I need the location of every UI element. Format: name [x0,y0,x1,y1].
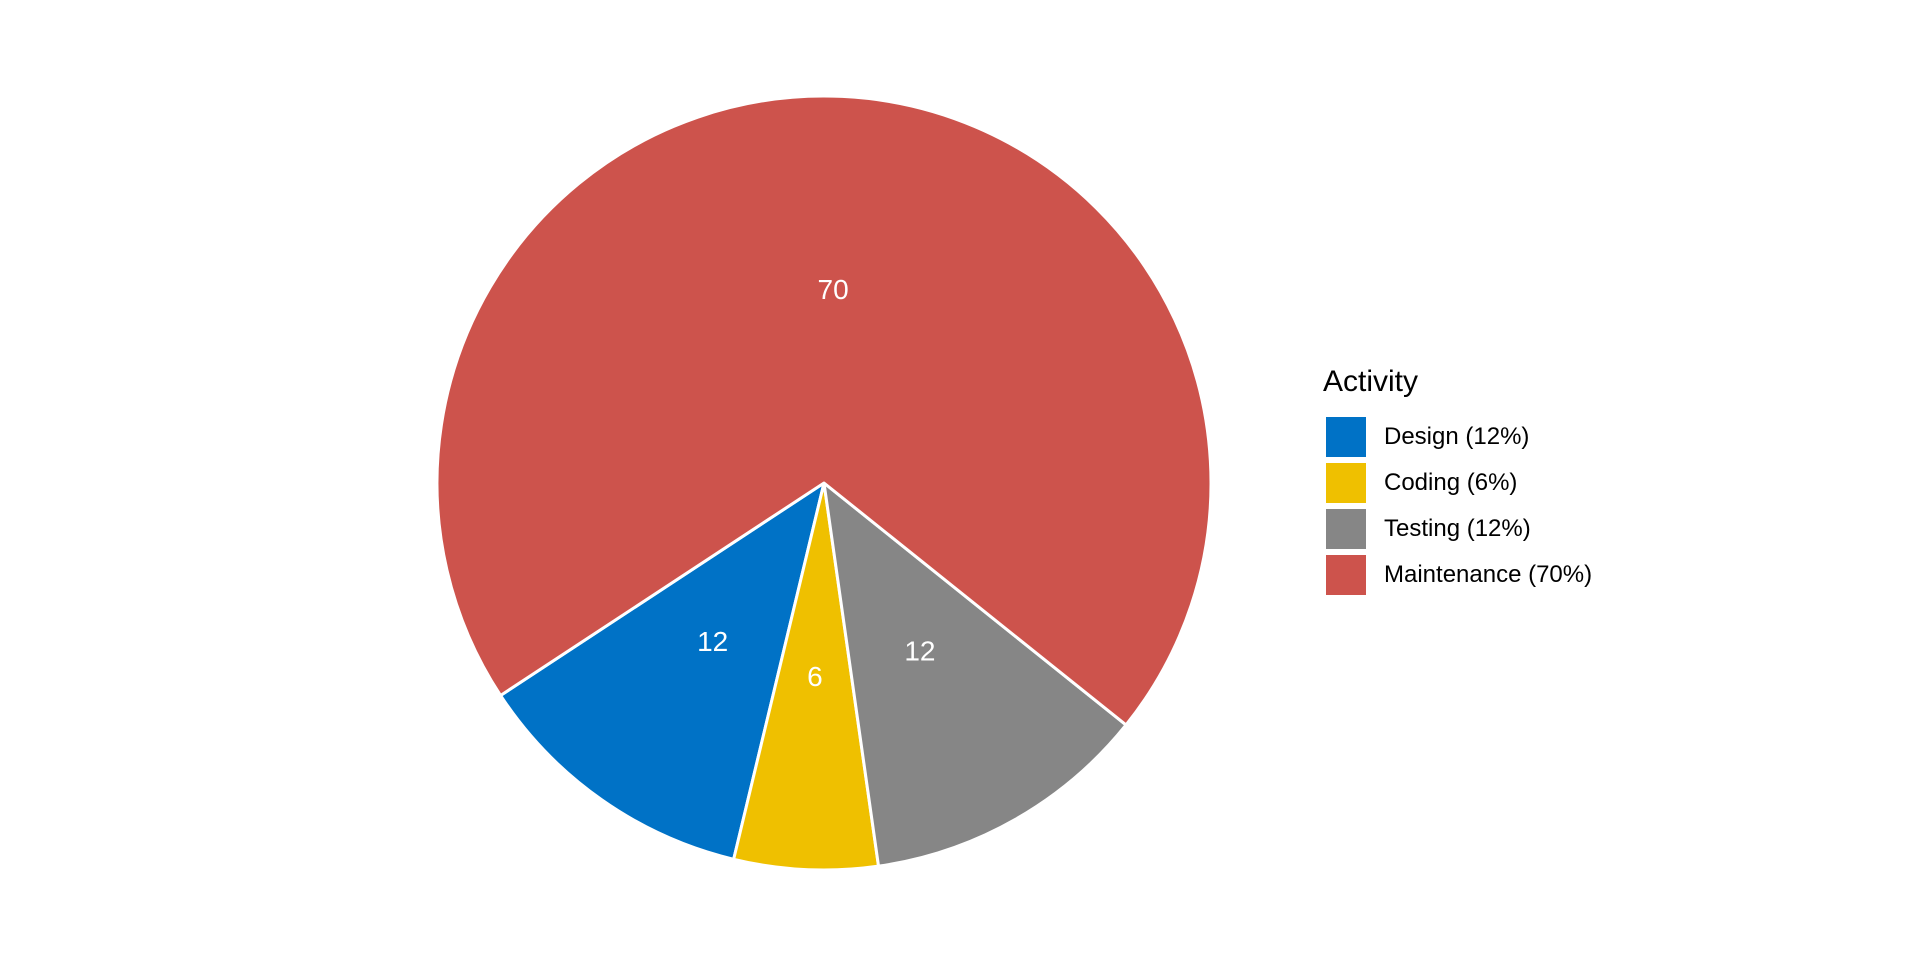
pie-slices [435,94,1213,872]
legend-item-testing: Testing (12%) [1323,506,1592,552]
pie-slice-coding [732,481,881,872]
legend-swatch-coding [1326,463,1366,503]
legend: Activity Design (12%) Coding (6%) Testin… [1323,362,1592,598]
pie-slice-testing [822,481,1128,868]
legend-label-testing: Testing (12%) [1384,515,1531,542]
legend-label-coding: Coding (6%) [1384,469,1518,496]
legend-item-maintenance: Maintenance (70%) [1323,552,1592,598]
slice-value-label-design: 12 [697,626,728,657]
slice-value-label-coding: 6 [807,661,823,692]
pie-slice-labels: 12 6 12 70 [697,274,935,692]
legend-label-maintenance: Maintenance (70%) [1384,561,1593,588]
legend-label-design: Design (12%) [1384,423,1530,450]
legend-title: Activity [1323,365,1419,398]
slice-value-label-testing: 12 [904,636,935,667]
pie-slice-design [499,481,826,861]
legend-swatch-maintenance [1326,555,1366,595]
legend-items: Design (12%) Coding (6%) Testing (12%) M… [1323,414,1592,598]
legend-swatch-testing [1326,509,1366,549]
legend-swatch-design [1326,417,1366,457]
legend-item-coding: Coding (6%) [1323,460,1592,506]
legend-item-design: Design (12%) [1323,414,1592,460]
pie-slice-maintenance [435,94,1213,727]
slice-value-label-maintenance: 70 [818,274,849,305]
